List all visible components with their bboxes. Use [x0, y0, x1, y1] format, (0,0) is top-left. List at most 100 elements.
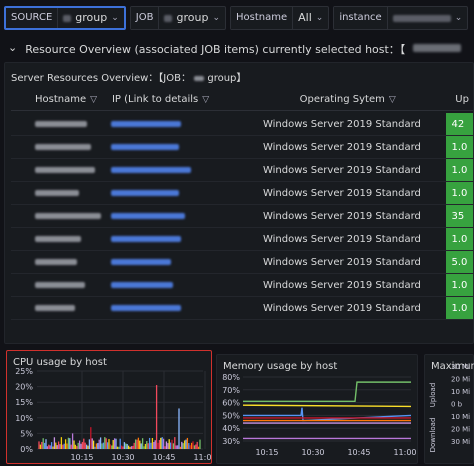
column-label: Hostname: [35, 93, 87, 105]
up-cell: 35: [445, 205, 473, 227]
hostname-value: All: [298, 11, 312, 24]
filter-icon[interactable]: ▽: [90, 94, 98, 105]
column-label: IP (Link to details: [111, 93, 199, 105]
hostname-cell: [11, 274, 105, 296]
redacted-text: [111, 259, 172, 265]
redacted-text: [35, 305, 75, 311]
up-cell: 1.0: [445, 274, 473, 296]
table-row: Windows Server 2019 Standard 1.0: [11, 228, 473, 251]
column-header-hostname[interactable]: Hostname ▽: [11, 89, 106, 110]
ip-link-cell[interactable]: [105, 113, 238, 135]
redacted-text: [111, 121, 182, 127]
source-variable[interactable]: SOURCE group ⌄: [4, 6, 126, 30]
column-header-ip[interactable]: IP (Link to details ▽: [106, 89, 240, 110]
chevron-down-icon: ⌄: [454, 13, 463, 23]
instance-variable[interactable]: instance ⌄: [333, 6, 469, 30]
hostname-cell: [11, 136, 105, 158]
cpu-usage-panel[interactable]: CPU usage by host 25% 20% 15% 10% 5% 0% 10:15 1…: [6, 350, 212, 464]
y-tick-label: 30%: [222, 437, 240, 446]
job-value: group: [176, 11, 209, 24]
redacted-text: [111, 167, 192, 173]
ip-link-cell[interactable]: [105, 297, 238, 319]
row-header[interactable]: ⌄ Resource Overview (associated JOB item…: [8, 41, 474, 57]
job-select[interactable]: group ⌄: [159, 7, 225, 29]
ip-link-cell[interactable]: [105, 274, 238, 296]
chevron-down-icon: ⌄: [111, 13, 119, 23]
x-tick-label: 10:45: [347, 448, 370, 457]
row-collapse-chevron-icon[interactable]: ⌄: [8, 41, 18, 54]
instance-select[interactable]: ⌄: [388, 7, 468, 29]
up-cell: 1.0: [445, 228, 473, 250]
table-row: Windows Server 2019 Standard 1.0: [11, 182, 473, 205]
table-row: Windows Server 2019 Standard 1.0: [11, 136, 473, 159]
y-tick-label: 15%: [15, 398, 33, 407]
variable-bar: SOURCE group ⌄ JOB group ⌄ Hostname All …: [4, 6, 469, 30]
table-body: Windows Server 2019 Standard 42 Windows Se…: [11, 113, 473, 320]
upload-axis-label: Upload: [429, 383, 437, 408]
redacted-text: [164, 14, 173, 22]
x-tick-label: 10:15: [255, 448, 278, 457]
redacted-text: [111, 213, 186, 219]
table-row: Windows Server 2019 Standard 42: [11, 113, 473, 136]
hostname-variable[interactable]: Hostname All ⌄: [229, 6, 330, 30]
os-cell: Windows Server 2019 Standard: [262, 234, 421, 245]
hostname-label: Hostname: [230, 7, 294, 29]
ip-link-cell[interactable]: [105, 159, 238, 181]
y-tick-label: 0 b: [451, 401, 463, 409]
up-cell: 1.0: [445, 297, 473, 319]
up-cell: 1.0: [445, 136, 473, 158]
y-tick-label: 20 Mi: [451, 376, 470, 384]
memory-usage-chart: 80% 70% 60% 50% 40% 30% 10:15 10:30 10:45 11:00: [222, 373, 416, 457]
redacted-text: [392, 14, 451, 22]
download-axis-label: Download: [429, 418, 437, 453]
hostname-select[interactable]: All ⌄: [293, 7, 328, 29]
chevron-down-icon: ⌄: [315, 13, 324, 23]
series-line: [243, 407, 412, 422]
filter-icon[interactable]: ▽: [202, 94, 210, 105]
up-cell: 1.0: [445, 159, 473, 181]
os-cell: Windows Server 2019 Standard: [262, 280, 421, 291]
os-cell: Windows Server 2019 Standard: [262, 142, 421, 153]
table-title: Server Resources Overview：【JOB：: [11, 73, 191, 84]
source-label: SOURCE: [6, 8, 59, 28]
column-header-os[interactable]: Operating Sytem ▽: [240, 89, 449, 110]
redacted-text: [111, 190, 180, 196]
panel-title: Maximum: [431, 361, 474, 372]
instance-label: instance: [334, 7, 388, 29]
hostname-cell: [11, 159, 105, 181]
x-tick-label: 11:00: [393, 448, 416, 457]
up-cell: 5.0: [445, 251, 473, 273]
memory-usage-panel[interactable]: Memory usage by host 80% 70% 60% 50% 40% 30% 1…: [216, 354, 418, 464]
y-tick-label: 5%: [20, 429, 33, 438]
redacted-text: [111, 236, 182, 242]
os-cell: Windows Server 2019 Standard: [262, 303, 421, 314]
x-tick-label: 10:30: [301, 448, 324, 457]
redacted-text: [35, 190, 79, 196]
ip-link-cell[interactable]: [105, 251, 238, 273]
ip-link-cell[interactable]: [105, 205, 238, 227]
y-tick-label: 50%: [222, 411, 240, 420]
cpu-usage-chart: 25% 20% 15% 10% 5% 0% 10:15 10:30 10:45 11:00: [15, 367, 211, 462]
y-tick-label: 40%: [222, 424, 240, 433]
y-tick-label: 10%: [15, 414, 33, 423]
hostname-cell: [11, 297, 105, 319]
job-label: JOB: [130, 7, 160, 29]
column-label: Operating Sytem: [299, 93, 385, 105]
job-variable[interactable]: JOB group ⌄: [129, 6, 226, 30]
redacted-text: [35, 236, 81, 242]
maximum-network-panel[interactable]: Maximum Upload Download 30 Mi 20 Mi 10 Mi 0 b…: [424, 354, 474, 464]
ip-link-cell[interactable]: [105, 182, 238, 204]
redacted-text: [35, 144, 91, 150]
filter-icon[interactable]: ▽: [388, 94, 396, 105]
panel-title: Memory usage by host: [223, 361, 338, 372]
ip-link-cell[interactable]: [105, 228, 238, 250]
y-tick-label: 20 Mi: [451, 426, 470, 434]
x-tick-label: 10:15: [70, 453, 93, 462]
table-row: Windows Server 2019 Standard 1.0: [11, 297, 473, 320]
table-header: Hostname ▽ IP (Link to details ▽ Operati…: [11, 89, 473, 111]
ip-link-cell[interactable]: [105, 136, 238, 158]
row-title: Resource Overview (associated JOB items)…: [25, 43, 406, 56]
hostname-cell: [11, 205, 105, 227]
source-select[interactable]: group ⌄: [58, 8, 124, 28]
column-header-up[interactable]: Up: [449, 89, 473, 110]
